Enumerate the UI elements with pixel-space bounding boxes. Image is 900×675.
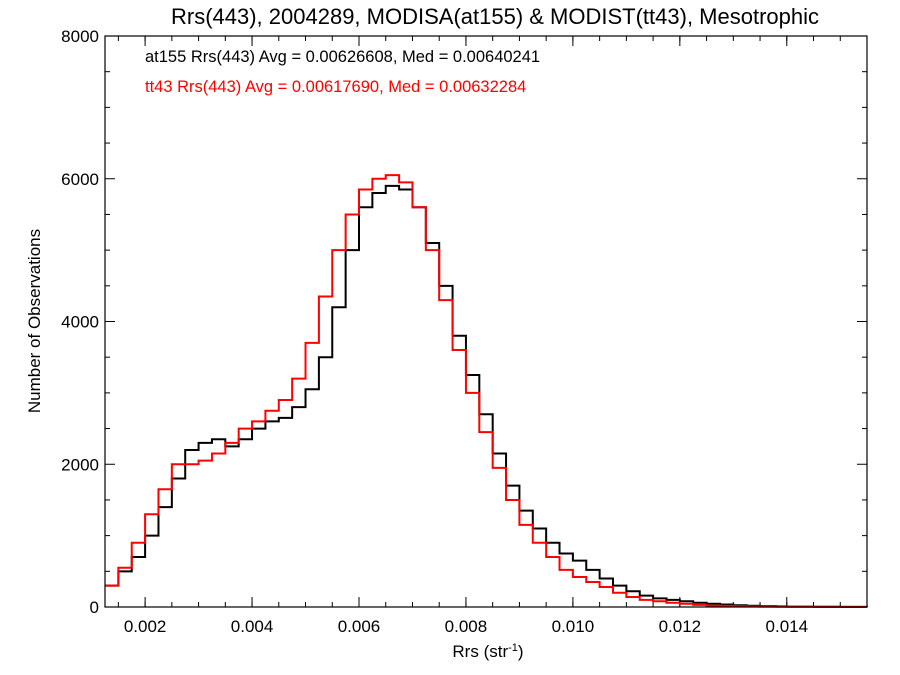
x-tick-label: 0.010: [552, 617, 595, 636]
legend-entry-tt43: tt43 Rrs(443) Avg = 0.00617690, Med = 0.…: [145, 78, 526, 96]
x-tick-label: 0.004: [231, 617, 274, 636]
y-tick-label: 8000: [61, 27, 99, 46]
x-axis-label-close: ): [518, 642, 524, 661]
x-axis-label: Rrs (str-1): [452, 642, 523, 661]
y-tick-label: 0: [90, 598, 99, 617]
x-tick-label: 0.008: [445, 617, 488, 636]
y-tick-label: 4000: [61, 313, 99, 332]
series-line-1: [105, 174, 867, 608]
x-tick-label: 0.006: [338, 617, 381, 636]
x-tick-label: 0.002: [124, 617, 167, 636]
chart-title: Rrs(443), 2004289, MODISA(at155) & MODIS…: [171, 4, 819, 29]
y-tick-label: 6000: [61, 170, 99, 189]
y-tick-label: 2000: [61, 455, 99, 474]
series-group: [105, 174, 868, 608]
x-tick-label: 0.014: [766, 617, 809, 636]
x-tick-label: 0.012: [659, 617, 702, 636]
y-axis-label: Number of Observations: [25, 229, 44, 413]
series-line-0: [105, 184, 868, 608]
y-tick-group: 0 2000 4000 6000 8000: [61, 27, 867, 617]
x-axis-label-sup: -1: [508, 642, 518, 654]
x-tick-group: 0.002 0.004 0.006 0.008 0.010 0.012 0.014: [117, 36, 841, 636]
x-axis-label-main: Rrs (str: [452, 642, 508, 661]
plot-frame: [104, 35, 868, 608]
legend-entry-at155: at155 Rrs(443) Avg = 0.00626608, Med = 0…: [145, 48, 540, 66]
